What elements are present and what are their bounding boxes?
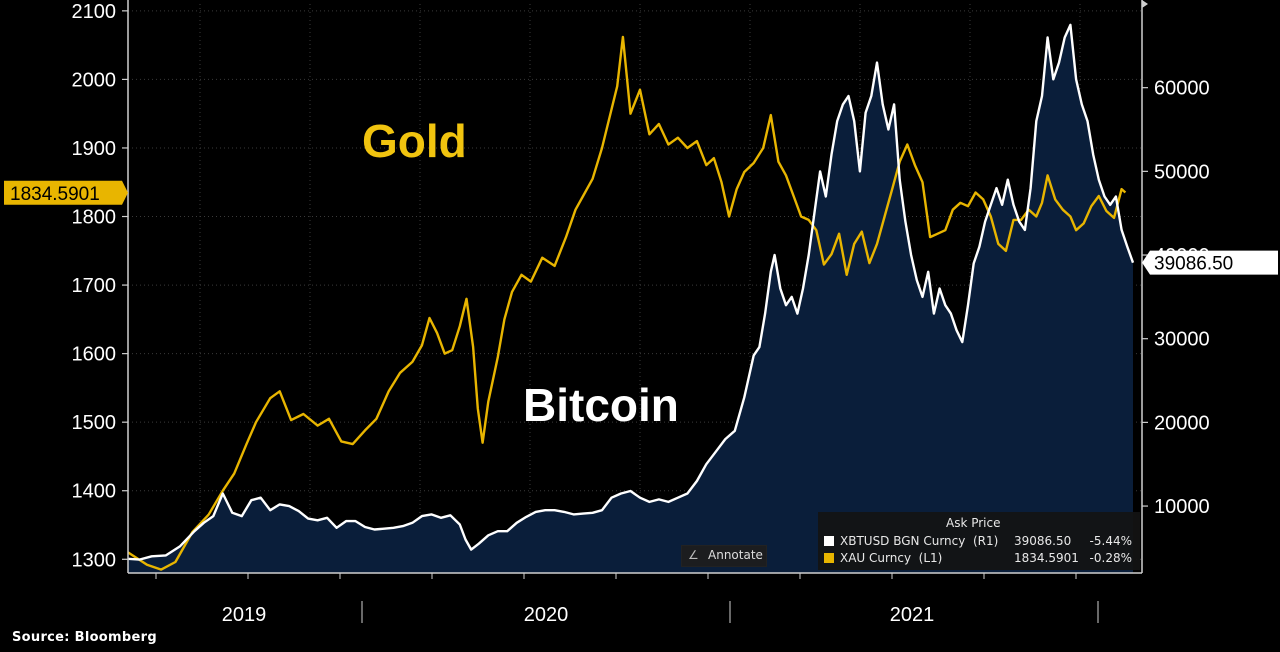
left-tick-label: 1500 bbox=[72, 412, 117, 434]
bitcoin-annotation: Bitcoin bbox=[523, 379, 679, 431]
x-tick-label: 2021 bbox=[890, 604, 935, 626]
gold-series-line bbox=[127, 35, 1127, 571]
annotate-label: Annotate bbox=[708, 548, 763, 562]
gold-last-value: 1834.5901 bbox=[10, 184, 100, 205]
left-tick-label: 1600 bbox=[72, 344, 117, 366]
legend-price: 1834.5901 bbox=[1014, 551, 1079, 565]
left-tick-label: 1400 bbox=[72, 481, 117, 503]
gold-line bbox=[127, 35, 1127, 571]
legend-price: 39086.50 bbox=[1014, 534, 1072, 548]
right-tick-label: 30000 bbox=[1154, 329, 1210, 351]
legend-name: XAU Curncy (L1) bbox=[840, 551, 943, 565]
left-tick-label: 2000 bbox=[72, 69, 117, 91]
legend-row-gold: XAU Curncy (L1) 1834.5901 -0.28% bbox=[824, 551, 1136, 566]
annotate-button[interactable]: ∠ Annotate bbox=[681, 545, 767, 567]
left-tick-label: 1900 bbox=[72, 138, 117, 160]
legend: Ask Price XBTUSD BGN Curncy (R1) 39086.5… bbox=[818, 512, 1140, 570]
bitcoin-last-value: 39086.50 bbox=[1154, 254, 1233, 275]
left-tick-label: 2100 bbox=[72, 1, 117, 23]
right-tick-label: 20000 bbox=[1154, 412, 1210, 434]
bitcoin-line bbox=[127, 23, 1135, 561]
right-tick-label: 60000 bbox=[1154, 78, 1210, 100]
legend-change: -5.44% bbox=[1089, 534, 1132, 548]
legend-row-bitcoin: XBTUSD BGN Curncy (R1) 39086.50 -5.44% bbox=[824, 534, 1136, 549]
legend-swatch-gold bbox=[824, 553, 834, 563]
right-tick-label: 10000 bbox=[1154, 496, 1210, 518]
left-tick-label: 1300 bbox=[72, 549, 117, 571]
gold-annotation: Gold bbox=[362, 115, 467, 167]
tick-labels: 1300 1400 1500 1600 1700 1800 1900 2000 2100 1000… bbox=[4, 1, 1278, 626]
legend-name: XBTUSD BGN Curncy (R1) bbox=[840, 534, 999, 548]
right-tick-label: 50000 bbox=[1154, 161, 1210, 183]
gold-last-value-tag bbox=[4, 180, 128, 205]
x-tick-label: 2020 bbox=[524, 604, 569, 626]
x-tick-label: 2019 bbox=[222, 604, 267, 626]
pencil-icon: ∠ bbox=[688, 548, 699, 562]
bitcoin-series-line bbox=[127, 23, 1135, 561]
bitcoin-area bbox=[128, 24, 1133, 573]
bitcoin-last-value-tag bbox=[1142, 250, 1278, 275]
source-label: Source: Bloomberg bbox=[12, 630, 157, 645]
left-tick-label: 1800 bbox=[72, 207, 117, 229]
legend-swatch-bitcoin bbox=[824, 536, 834, 546]
bitcoin-area-fill bbox=[128, 24, 1133, 573]
legend-header: Ask Price bbox=[946, 516, 1001, 530]
axis-arrow bbox=[1142, 0, 1148, 8]
legend-change: -0.28% bbox=[1089, 551, 1132, 565]
left-tick-label: 1700 bbox=[72, 275, 117, 297]
axes bbox=[122, 0, 1148, 623]
